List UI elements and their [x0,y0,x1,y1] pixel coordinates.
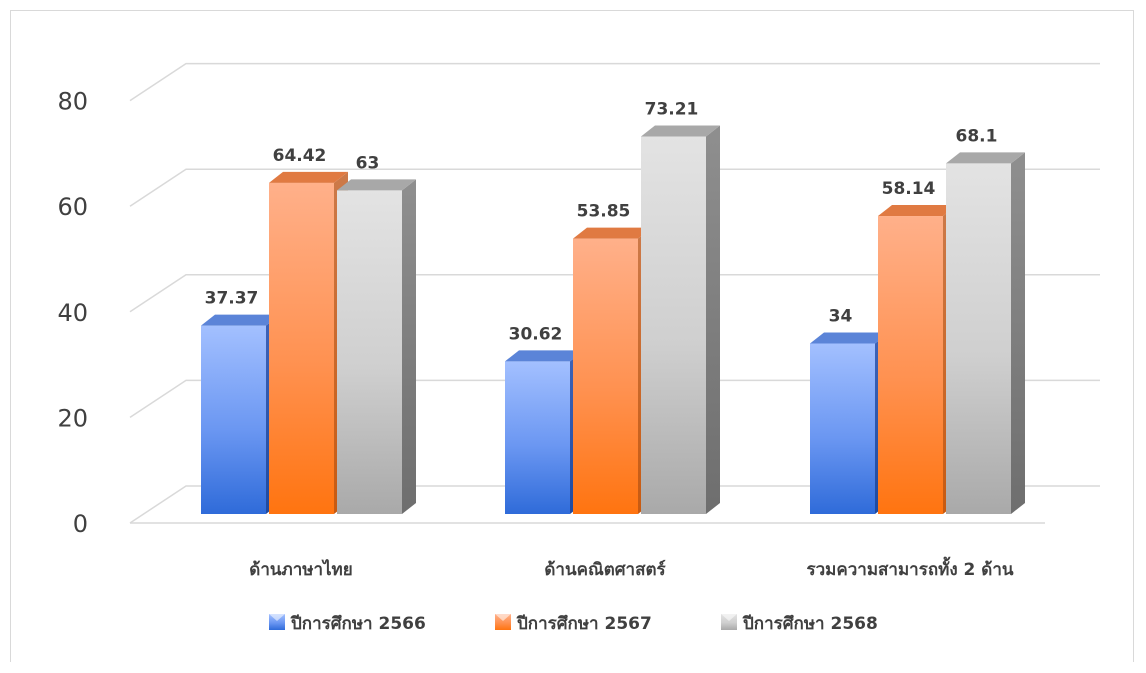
legend-item: ปีการศึกษา 2568 [721,613,878,634]
bar-side [1011,152,1025,514]
bar-top [337,179,416,191]
bar [641,125,720,514]
bar-side [706,125,720,514]
bar-top [505,350,584,362]
bars [201,125,1025,515]
legend-item: ปีการศึกษา 2567 [495,613,652,634]
gridline [129,379,1100,419]
bar-front [269,182,334,514]
bar-front [337,190,402,515]
y-axis: 0 20 40 60 80 [57,88,88,538]
bar-top [878,205,957,217]
y-tick-label: 40 [57,299,88,327]
bar [201,314,280,514]
data-label: 30.62 [509,324,563,344]
data-labels: 37.37 64.42 63 30.62 53.85 73.21 34 58.14 68.1 [205,99,998,344]
bar [946,152,1025,514]
category-label: ด้านคณิตศาสตร์ [544,559,666,580]
legend-swatch [269,614,285,630]
bar [573,227,652,514]
x-axis: ด้านภาษาไทย ด้านคณิตศาสตร์ รวมความสามารถทั… [249,556,1014,580]
data-label: 58.14 [882,179,936,199]
legend: ปีการศึกษา 2566 ปีการศึกษา 2567 ปีการศึกษา… [269,613,878,634]
data-label: 53.85 [577,202,631,222]
bar-top [641,125,720,137]
y-tick-label: 0 [73,510,88,538]
bar-top [201,314,280,326]
legend-item: ปีการศึกษา 2566 [269,613,426,634]
bar-front [946,163,1011,514]
legend-label: ปีการศึกษา 2567 [516,613,652,634]
bar-top [946,152,1025,164]
legend-swatch-shine [269,614,285,621]
gridline [129,274,1100,313]
data-label: 63 [356,153,380,173]
bar [505,350,584,514]
bar [269,171,348,514]
gridlines [129,62,1100,524]
bar-top [573,227,652,239]
bar-front [878,216,943,514]
y-tick-label: 20 [57,404,88,432]
category-label: รวมความสามารถทั้ง 2 ด้าน [806,556,1013,580]
legend-swatch [495,614,511,630]
legend-swatch [721,614,737,630]
bar-front [810,343,875,514]
bar-front [201,325,266,514]
chart-frame [10,10,1134,662]
bar-top [810,332,889,344]
data-label: 37.37 [205,289,259,309]
bar-front [641,136,706,514]
legend-swatch-shine [721,614,737,621]
data-label: 64.42 [273,146,327,166]
gridline [129,62,1100,102]
category-label: ด้านภาษาไทย [249,559,352,580]
legend-label: ปีการศึกษา 2568 [742,613,878,634]
legend-label: ปีการศึกษา 2566 [290,613,426,634]
data-label: 68.1 [956,126,998,146]
data-label: 34 [829,306,853,326]
bar-front [505,361,570,514]
bar-front [573,238,638,514]
bar [878,205,957,514]
bar [337,179,416,515]
y-tick-label: 80 [57,88,88,116]
bar-side [402,179,416,515]
data-label: 73.21 [645,99,699,119]
gridline [129,485,1100,524]
legend-swatch-shine [495,614,511,621]
gridline [129,168,1100,207]
bar-top [269,171,348,183]
bar [810,332,889,514]
y-tick-label: 60 [57,193,88,221]
